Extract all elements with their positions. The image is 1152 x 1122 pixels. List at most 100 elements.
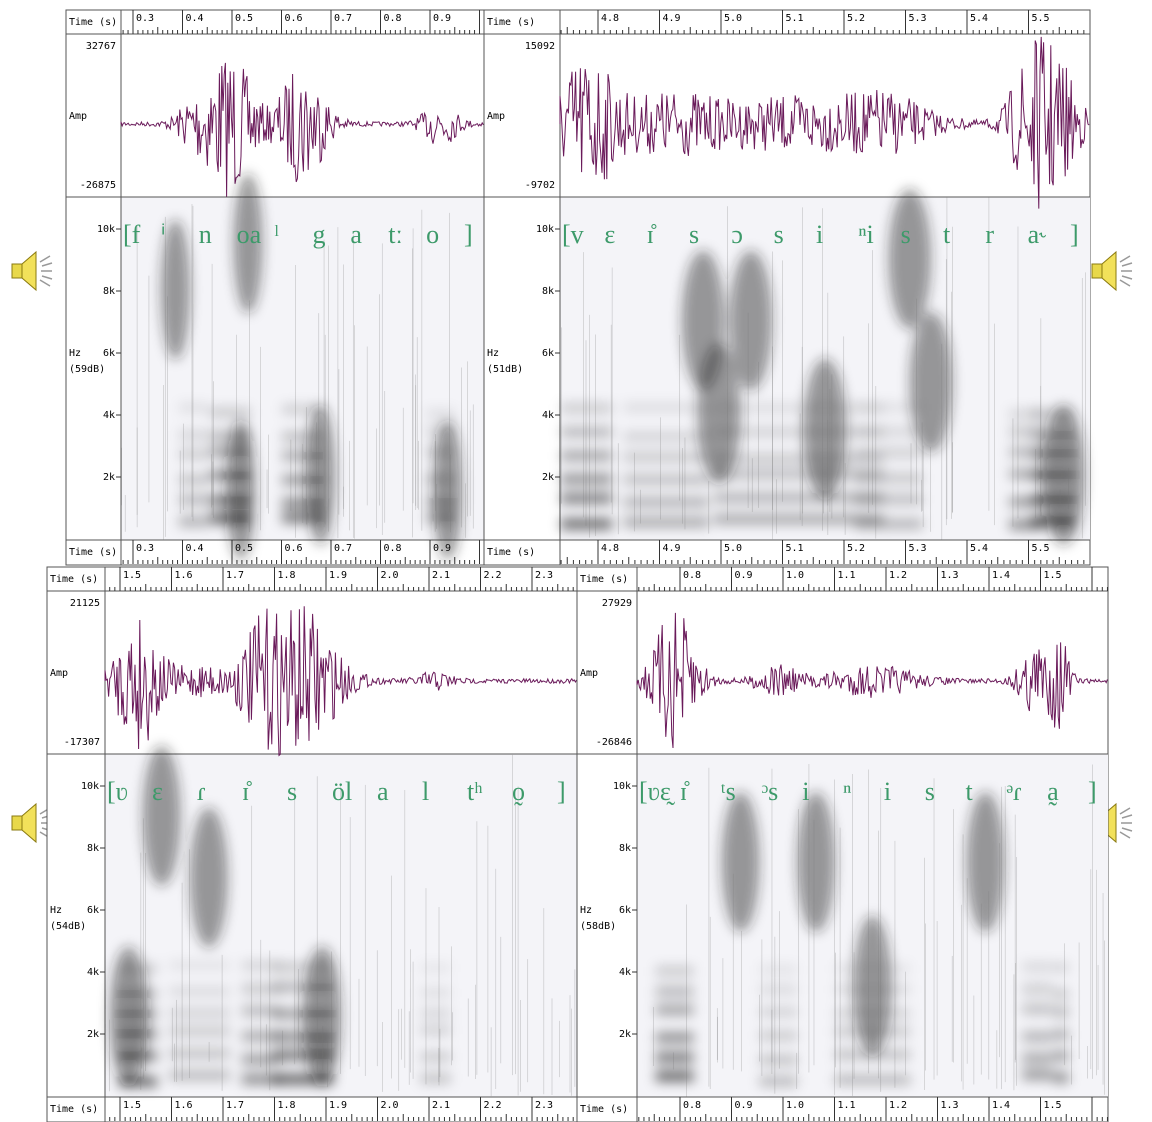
formant: [655, 1032, 694, 1043]
time-tick-label: 0.5: [235, 13, 253, 24]
time-tick-label: 1.6: [175, 1100, 193, 1111]
formant: [273, 1074, 334, 1085]
formant: [1053, 1072, 1069, 1083]
amp-min: -26875: [80, 180, 116, 191]
transcription-segment: ]: [1070, 220, 1079, 249]
formant: [1022, 961, 1053, 972]
db-label: (59dB): [69, 364, 105, 375]
transcription-segment: ⁿi: [858, 220, 873, 249]
db-label: (54dB): [50, 921, 86, 932]
formant: [169, 1007, 230, 1018]
formant: [179, 494, 209, 505]
amp-label: Amp: [50, 668, 68, 679]
formant: [759, 1076, 798, 1087]
time-tick-label: 2.1: [432, 570, 450, 581]
transcription-segment: a̰: [1047, 777, 1059, 806]
time-tick-label: 0.9: [433, 13, 451, 24]
transcription-segment: g: [312, 220, 325, 249]
time-label: Time (s): [50, 574, 98, 585]
time-tick-label: 5.5: [1032, 543, 1050, 554]
time-tick-label: 2.1: [432, 1100, 450, 1111]
transcription-segment: a˞: [1028, 220, 1048, 249]
formant: [282, 497, 323, 508]
formant: [561, 474, 612, 485]
formant: [623, 431, 709, 442]
formant: [713, 492, 884, 503]
time-tick-label: 1.9: [329, 1100, 347, 1111]
formant: [1053, 962, 1069, 973]
formant: [759, 1054, 798, 1065]
formant: [273, 1050, 334, 1061]
time-tick-label: 2.0: [381, 1100, 399, 1111]
formant: [282, 431, 323, 442]
fricative: [697, 343, 741, 484]
spectrogram: [160, 173, 463, 561]
time-tick-label: 0.6: [285, 543, 303, 554]
time-tick-label: 1.0: [786, 1100, 804, 1111]
hz-label: Hz: [580, 905, 592, 916]
transcription-segment: t: [966, 777, 974, 806]
formant: [241, 960, 280, 971]
freq-tick-label: 6k: [619, 905, 631, 916]
formant: [1009, 447, 1044, 458]
time-tick-label: 2.0: [381, 570, 399, 581]
time-tick-label: 0.6: [285, 13, 303, 24]
transcription-segment: oa: [237, 220, 262, 249]
formant: [420, 1073, 451, 1084]
transcription-segment: tʰ: [467, 777, 483, 806]
speaker-icon[interactable]: [11, 803, 53, 843]
freq-tick-label: 4k: [87, 967, 99, 978]
time-tick-label: 2.3: [535, 1100, 553, 1111]
fricative: [853, 915, 892, 1056]
transcription-segment: [v: [562, 220, 584, 249]
time-tick-label: 2.2: [484, 570, 502, 581]
time-tick-label: 1.4: [992, 570, 1010, 581]
formant: [273, 982, 334, 993]
formant: [655, 1004, 694, 1015]
waveform: [636, 612, 1108, 749]
formant: [420, 1025, 451, 1036]
time-label: Time (s): [50, 1104, 98, 1115]
formant: [623, 402, 709, 413]
formant: [561, 427, 612, 438]
formant: [655, 986, 694, 997]
time-label: Time (s): [580, 1104, 628, 1115]
formant: [713, 403, 884, 414]
transcription-segment: s: [925, 777, 935, 806]
time-tick-label: 5.2: [847, 543, 865, 554]
time-tick-label: 0.7: [334, 543, 352, 554]
formant: [1009, 519, 1044, 530]
speaker-icon[interactable]: [11, 251, 53, 291]
spectrogram: [109, 745, 451, 1087]
speaker-icon[interactable]: [1091, 251, 1133, 291]
freq-tick-label: 4k: [103, 410, 115, 421]
spectrogram: [561, 188, 1085, 545]
formant: [179, 430, 209, 441]
formant: [759, 1030, 798, 1041]
formant: [169, 960, 230, 971]
formant: [273, 1008, 334, 1019]
formant: [713, 514, 884, 525]
freq-tick-label: 2k: [542, 472, 554, 483]
freq-tick-label: 10k: [81, 781, 99, 792]
transcription-segment: s: [287, 777, 297, 806]
hz-label: Hz: [69, 348, 81, 359]
transcription-segment: ᵊɾ: [1006, 777, 1021, 806]
freq-tick-label: 4k: [542, 410, 554, 421]
fricative: [189, 807, 228, 948]
time-label: Time (s): [69, 17, 117, 28]
time-tick-label: 0.9: [735, 1100, 753, 1111]
amp-max: 32767: [86, 41, 116, 52]
transcription-segment: ]: [557, 777, 566, 806]
formant: [713, 453, 884, 464]
time-tick-label: 1.7: [226, 1100, 244, 1111]
formant: [713, 469, 884, 480]
transcription-segment: r: [985, 220, 994, 249]
formant: [834, 1074, 911, 1085]
time-tick-label: 1.2: [889, 570, 907, 581]
spectrogram: [655, 792, 1069, 1087]
formant: [854, 426, 923, 437]
formant: [241, 1031, 280, 1042]
formant: [1053, 1006, 1069, 1017]
time-tick-label: 1.6: [175, 570, 193, 581]
